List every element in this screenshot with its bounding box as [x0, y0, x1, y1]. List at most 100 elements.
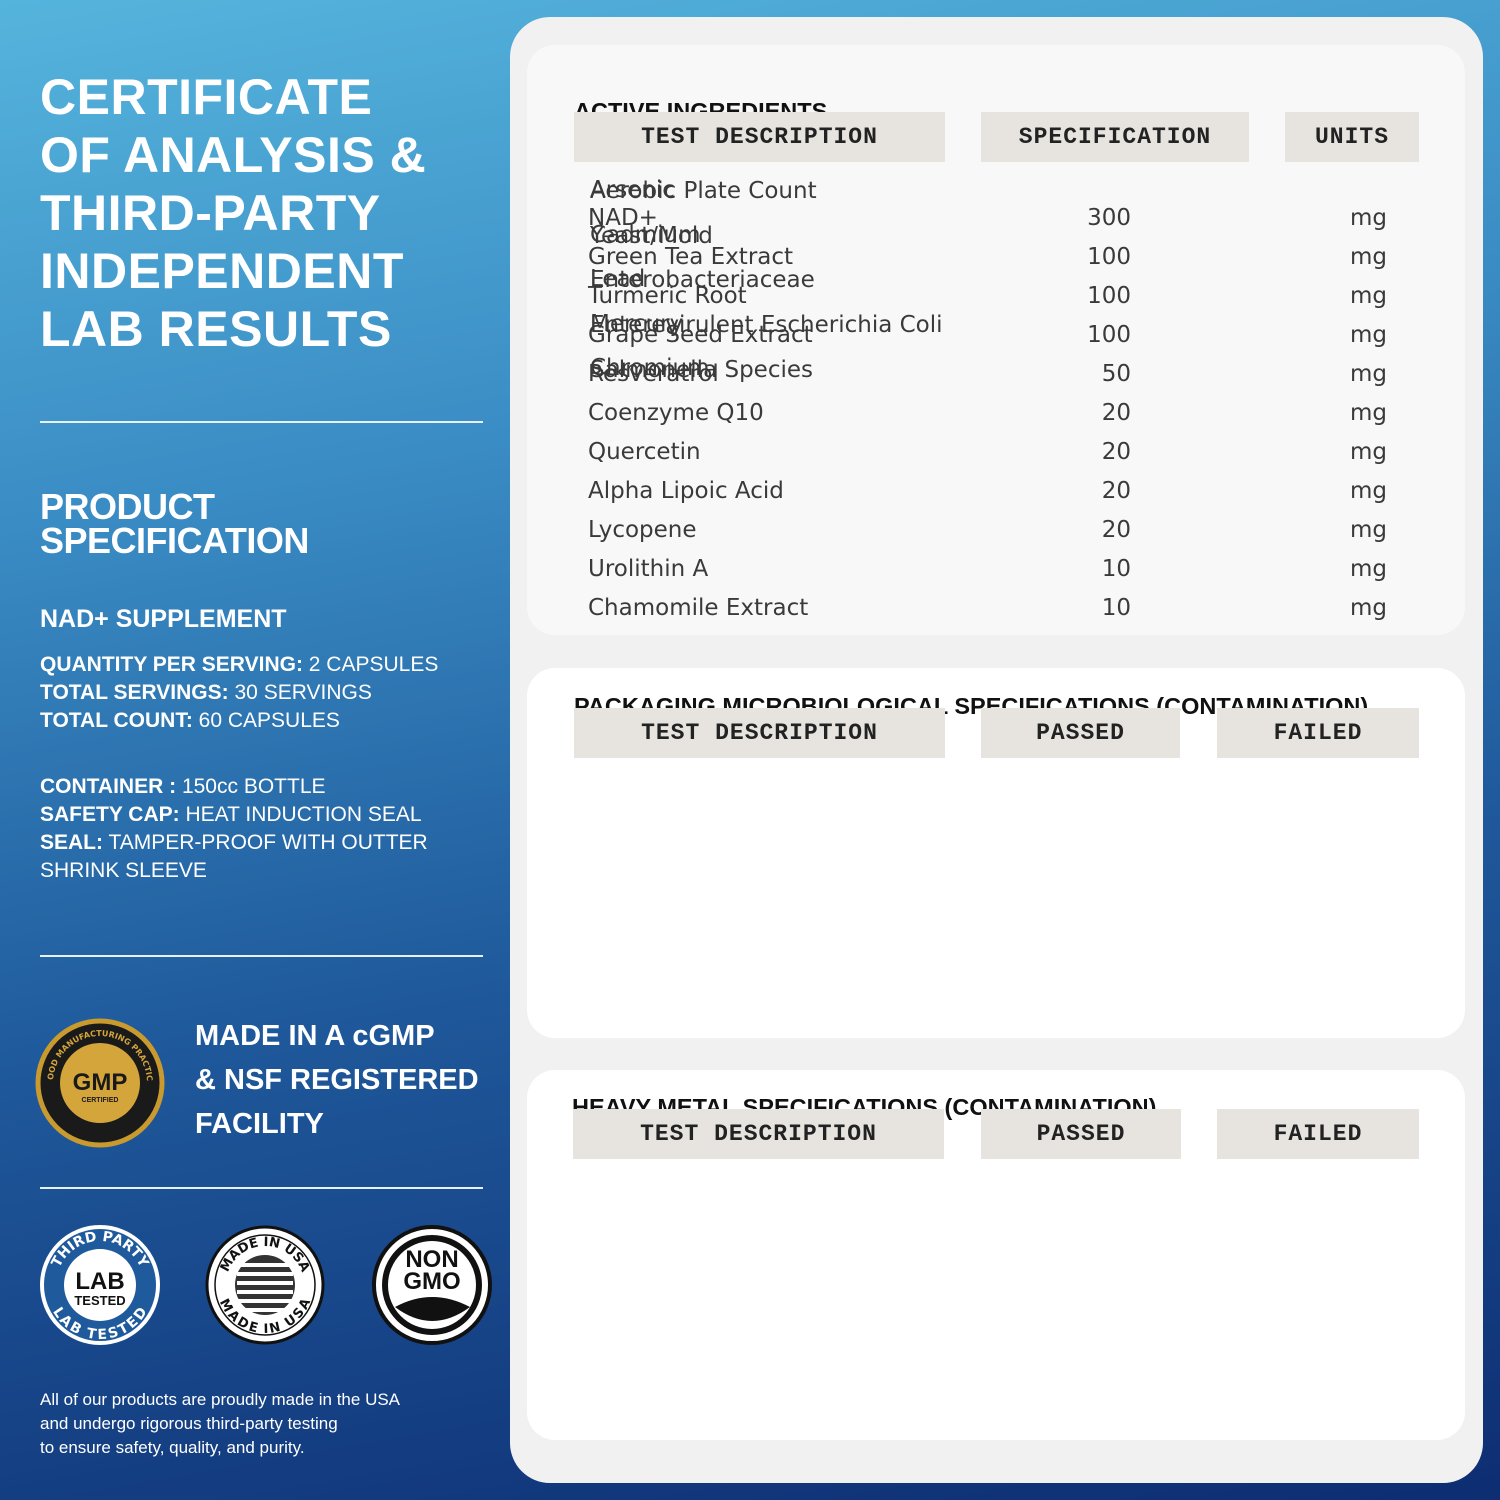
- spec-label: SAFETY CAP:: [40, 803, 180, 826]
- section: HEAVY METAL SPECIFICATIONS (CONTAMINATIO…: [527, 177, 1465, 1440]
- flag-stripe: [237, 1281, 293, 1285]
- test-name: Chromium: [590, 355, 710, 381]
- ingredient-name: Resveratrol: [588, 361, 719, 387]
- column-header: FAILED: [1217, 1109, 1419, 1159]
- ingredient-unit: mg: [1349, 244, 1387, 270]
- gmp-main: GMP: [73, 1069, 128, 1096]
- ingredient-name: Grape Seed Extract: [588, 322, 813, 348]
- footer-note: All of our products are proudly made in …: [40, 1388, 400, 1460]
- ingredient-amount: 50: [1101, 361, 1131, 387]
- divider: [40, 1187, 483, 1189]
- spec-label: TOTAL COUNT:: [40, 709, 193, 732]
- ingredient-amount: 20: [1101, 439, 1131, 465]
- ingredient-unit: mg: [1349, 283, 1387, 309]
- spec-value: 60 CAPSULES: [198, 709, 340, 732]
- column-header: UNITS: [1285, 112, 1419, 162]
- spec-line: TOTAL SERVINGS: 30 SERVINGS: [40, 679, 470, 707]
- test-name: Enterevirulent Escherichia Coli: [590, 312, 943, 339]
- gmo-leaf: [395, 1297, 470, 1321]
- ingredient-amount: 20: [1101, 400, 1131, 426]
- ingredient-unit: mg: [1349, 439, 1387, 465]
- ingredient-amount: 100: [1087, 283, 1131, 309]
- footer-line: to ensure safety, quality, and purity.: [40, 1438, 305, 1457]
- gmp-inner: [60, 1043, 140, 1123]
- section-marks: [527, 1070, 1465, 1440]
- ingredient-unit: mg: [1349, 322, 1387, 348]
- flag-stripe: [237, 1290, 293, 1294]
- ingredient-amount: 100: [1087, 322, 1131, 348]
- test-name: Aerobic Plate Count: [590, 178, 817, 204]
- test-name: Cadmium: [590, 221, 701, 248]
- flag-stripe: [237, 1263, 293, 1267]
- footer-line: All of our products are proudly made in …: [40, 1390, 401, 1409]
- facility-line: MADE IN A cGMP: [195, 1020, 435, 1052]
- test-name: Salmonella Species: [590, 356, 813, 383]
- title-line: LAB RESULTS: [40, 301, 392, 357]
- test-name: Yeast/Mold: [590, 222, 713, 249]
- ingredient-unit: mg: [1349, 478, 1387, 504]
- gmo-sub: GMO: [403, 1268, 460, 1295]
- test-name: Lead: [590, 266, 646, 292]
- spec-label: SEAL:: [40, 831, 103, 854]
- product-name: NAD+ SUPPLEMENT: [40, 605, 287, 633]
- ingredient-amount: 20: [1101, 517, 1131, 543]
- spec-label: CONTAINER :: [40, 775, 177, 798]
- spec-value: HEAT INDUCTION SEAL: [185, 803, 422, 826]
- ingredient-name: Green Tea Extract: [588, 244, 794, 270]
- lab-main: LAB: [75, 1268, 124, 1295]
- spec-value: 30 SERVINGS: [234, 681, 372, 704]
- ingredient-amount: 300: [1087, 205, 1131, 231]
- ingredient-name: Coenzyme Q10: [588, 400, 764, 426]
- divider: [40, 955, 483, 957]
- test-name: Arsenic: [590, 177, 675, 203]
- ingredient-unit: mg: [1349, 361, 1387, 387]
- ingredient-unit: mg: [1349, 595, 1387, 621]
- spec-heading: PRODUCT SPECIFICATION: [40, 486, 309, 561]
- lab-inner: [64, 1249, 136, 1321]
- column-header: TEST DESCRIPTION: [574, 112, 945, 162]
- lab-sub: TESTED: [74, 1293, 125, 1308]
- column-header: SPECIFICATION: [981, 112, 1249, 162]
- page-title: CERTIFICATE OF ANALYSIS & THIRD-PARTY INDEP…: [40, 68, 426, 358]
- spec-label: QUANTITY PER SERVING:: [40, 653, 303, 676]
- ingredient-name: NAD+: [588, 205, 658, 231]
- column-header: PASSED: [981, 1109, 1181, 1159]
- ingredient-name: Alpha Lipoic Acid: [588, 478, 784, 504]
- column-header: TEST DESCRIPTION: [574, 708, 945, 758]
- spec-line: CONTAINER : 150cc BOTTLE: [40, 773, 470, 801]
- ingredient-name: Lycopene: [588, 517, 697, 543]
- results-card: ACTIVE INGREDIENTS TEST DESCRIPTION SPECIF…: [510, 17, 1483, 1483]
- divider: [40, 421, 483, 423]
- ingredient-name: Urolithin A: [588, 556, 709, 582]
- ingredient-name: Quercetin: [588, 439, 701, 465]
- footer-line: and undergo rigorous third-party testing: [40, 1414, 338, 1433]
- badges: GOOD MANUFACTURING PRACTICEGMPCERTIFIEDT…: [0, 1000, 492, 1345]
- flag-stripe: [237, 1299, 293, 1303]
- title-line: THIRD-PARTY: [40, 185, 381, 241]
- gmo-main: NON: [405, 1246, 458, 1273]
- spec-line: TOTAL COUNT: 60 CAPSULES: [40, 707, 470, 735]
- ingredient-unit: mg: [1349, 400, 1387, 426]
- section-marks: [527, 668, 1465, 1038]
- title-line: INDEPENDENT: [40, 243, 404, 299]
- column-header: FAILED: [1217, 708, 1419, 758]
- ingredient-amount: 10: [1101, 595, 1131, 621]
- flag-stripe: [237, 1272, 293, 1276]
- title-line: OF ANALYSIS &: [40, 127, 427, 183]
- flag-stripe: [237, 1308, 293, 1312]
- spec-value: 150cc BOTTLE: [181, 775, 326, 798]
- column-header: TEST DESCRIPTION: [573, 1109, 944, 1159]
- section: PACKAGING MICROBIOLOGICAL SPECIFICATIONS…: [527, 178, 1465, 1038]
- column-header: PASSED: [981, 708, 1180, 758]
- ingredient-name: Chamomile Extract: [588, 595, 809, 621]
- spec-value: TAMPER-PROOF WITH OUTTER SHRINK SLEEVE: [40, 831, 428, 882]
- ingredient-amount: 20: [1101, 478, 1131, 504]
- spec-line: QUANTITY PER SERVING: 2 CAPSULES: [40, 651, 470, 679]
- facility-line: FACILITY: [195, 1108, 324, 1140]
- title-line: CERTIFICATE: [40, 69, 373, 125]
- ingredient-amount: 10: [1101, 556, 1131, 582]
- ingredient-unit: mg: [1349, 205, 1387, 231]
- spec-line: SAFETY CAP: HEAT INDUCTION SEAL: [40, 801, 470, 829]
- spec-group: QUANTITY PER SERVING: 2 CAPSULES TOTAL SE…: [40, 651, 470, 735]
